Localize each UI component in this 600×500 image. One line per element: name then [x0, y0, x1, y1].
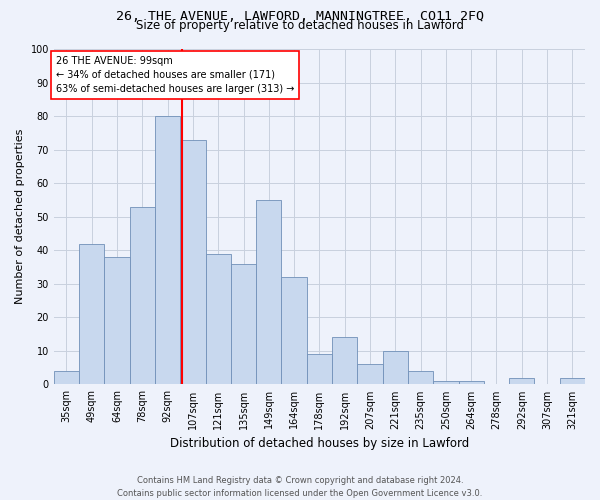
- Bar: [104, 257, 130, 384]
- Bar: [54, 371, 79, 384]
- Bar: [560, 378, 585, 384]
- Bar: [79, 244, 104, 384]
- X-axis label: Distribution of detached houses by size in Lawford: Distribution of detached houses by size …: [170, 437, 469, 450]
- Text: 26 THE AVENUE: 99sqm
← 34% of detached houses are smaller (171)
63% of semi-deta: 26 THE AVENUE: 99sqm ← 34% of detached h…: [56, 56, 294, 94]
- Bar: [509, 378, 535, 384]
- Bar: [458, 381, 484, 384]
- Bar: [180, 140, 206, 384]
- Bar: [130, 206, 155, 384]
- Text: Contains HM Land Registry data © Crown copyright and database right 2024.
Contai: Contains HM Land Registry data © Crown c…: [118, 476, 482, 498]
- Bar: [155, 116, 180, 384]
- Bar: [206, 254, 231, 384]
- Text: Size of property relative to detached houses in Lawford: Size of property relative to detached ho…: [136, 19, 464, 32]
- Bar: [433, 381, 458, 384]
- Bar: [231, 264, 256, 384]
- Bar: [383, 351, 408, 384]
- Bar: [358, 364, 383, 384]
- Bar: [307, 354, 332, 384]
- Bar: [408, 371, 433, 384]
- Y-axis label: Number of detached properties: Number of detached properties: [15, 129, 25, 304]
- Text: 26, THE AVENUE, LAWFORD, MANNINGTREE, CO11 2FQ: 26, THE AVENUE, LAWFORD, MANNINGTREE, CO…: [116, 10, 484, 23]
- Bar: [256, 200, 281, 384]
- Bar: [332, 338, 358, 384]
- Bar: [281, 277, 307, 384]
